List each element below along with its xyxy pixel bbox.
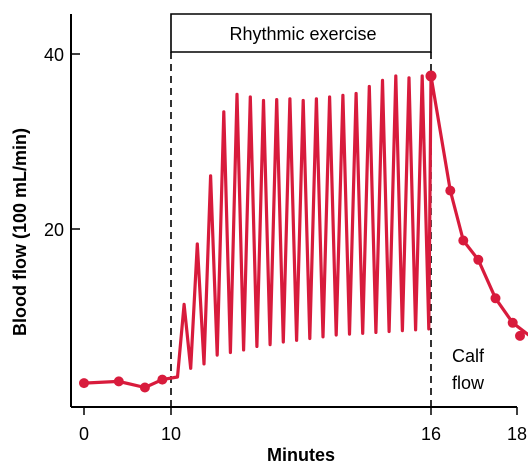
data-point: [515, 330, 525, 341]
series-layer: [79, 70, 528, 393]
x-tick-label-0: 0: [79, 424, 89, 444]
exercise-label: Rhythmic exercise: [229, 24, 376, 44]
x-axis-title: Minutes: [267, 445, 335, 465]
y-tick-label-40: 40: [44, 45, 64, 65]
data-point: [157, 374, 168, 385]
data-point: [445, 185, 456, 196]
x-tick-label-18: 18: [507, 424, 527, 444]
data-point: [79, 378, 89, 389]
calf-label-line1: Calf: [452, 346, 485, 366]
blood-flow-line: [83, 74, 528, 390]
y-tick-label-20: 20: [44, 220, 64, 240]
data-point: [139, 382, 150, 393]
data-point: [458, 235, 469, 246]
calf-label-line2: flow: [452, 373, 485, 393]
data-point: [113, 376, 124, 387]
data-point: [507, 317, 518, 328]
x-tick-label-16: 16: [421, 424, 441, 444]
data-point: [490, 293, 501, 304]
y-axis-title: Blood flow (100 mL/min): [10, 128, 30, 336]
data-point: [425, 70, 437, 82]
x-tick-label-10: 10: [161, 424, 181, 444]
data-point: [473, 254, 484, 265]
